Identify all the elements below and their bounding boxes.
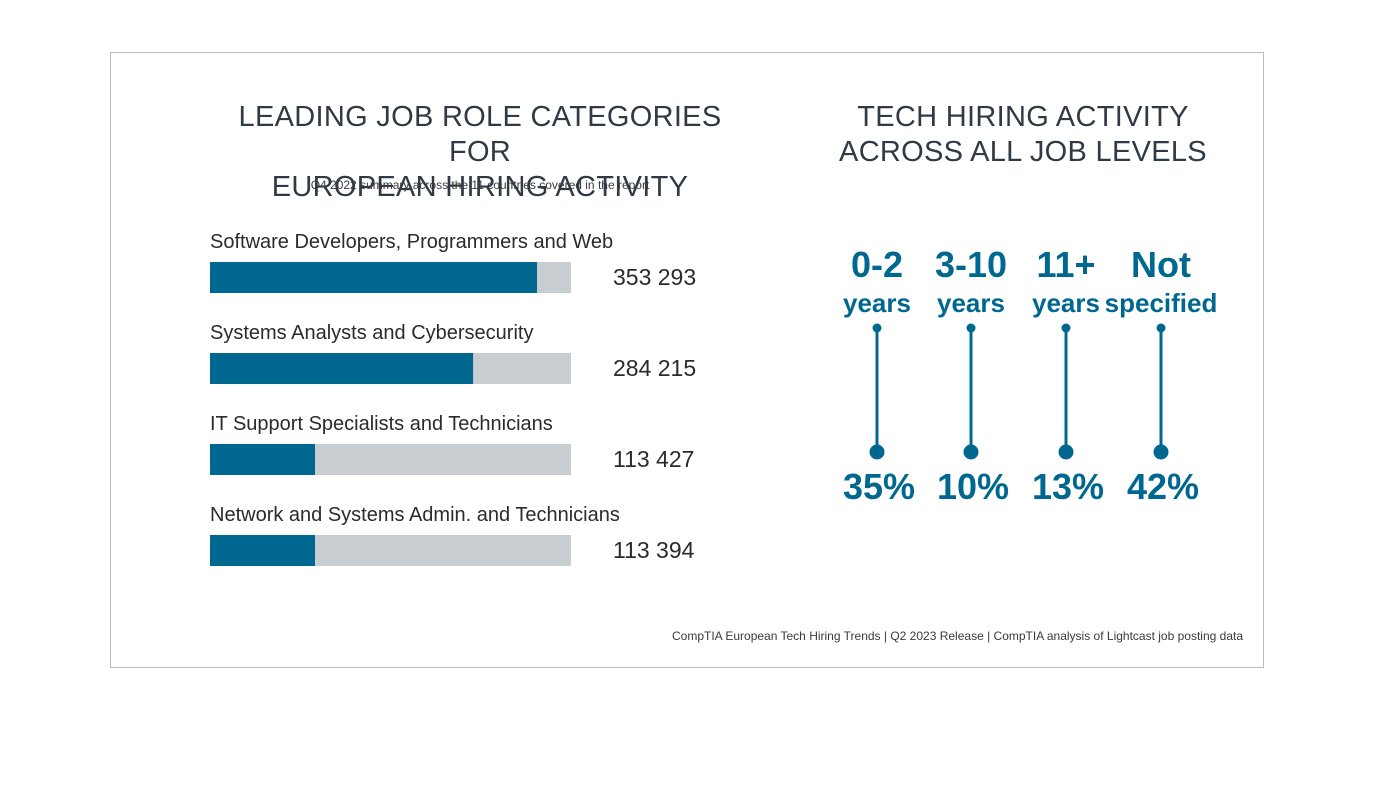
level-unit-label: years [1032,288,1100,318]
bar-category-label: Network and Systems Admin. and Technicia… [210,504,620,526]
bar-row: IT Support Specialists and Technicians 1… [210,413,730,493]
level-range-label: 0-2 [851,244,903,285]
bar-category-label: Software Developers, Programmers and Web [210,231,614,253]
bar-category-label: IT Support Specialists and Technicians [210,413,553,435]
bar-row: Systems Analysts and Cybersecurity 284 2… [210,322,730,402]
bar-category-label: Systems Analysts and Cybersecurity [210,322,534,344]
bar-value-label: 113 427 [613,446,695,472]
bar-value-label: 353 293 [613,264,697,290]
bar-track [210,535,571,566]
bar-row: Software Developers, Programmers and Web… [210,231,730,311]
bar-fill [210,353,474,384]
source-footer: CompTIA European Tech Hiring Trends | Q2… [672,629,1243,643]
job-levels-title-line1: TECH HIRING ACTIVITY [857,101,1189,133]
level-unit-label: years [937,288,1005,318]
level-stem-bottom-dot [963,444,979,460]
level-unit-label: years [843,288,911,318]
bar-chart-subtitle: Q4 2022 summary across the 11 countries … [310,178,650,192]
bar-chart-title: LEADING JOB ROLE CATEGORIES FOR EUROPEAN… [210,100,750,205]
bar-row: Network and Systems Admin. and Technicia… [210,504,730,584]
bar-fill [210,262,537,293]
level-percent-label: 10% [937,466,1009,507]
level-range-label: Not [1131,244,1191,285]
job-levels-title: TECH HIRING ACTIVITY ACROSS ALL JOB LEVE… [820,100,1226,170]
bar-track [210,262,571,293]
bar-fill [210,444,315,475]
level-range-label: 11+ [1036,244,1095,285]
level-stem-bottom-dot [1153,444,1169,460]
level-percent-label: 35% [843,466,915,507]
level-unit-label: specified [1105,288,1218,318]
bar-value-label: 113 394 [613,537,695,563]
bar-value-label: 284 215 [613,355,697,381]
level-percent-label: 42% [1127,466,1199,507]
level-stem-bottom-dot [1058,444,1074,460]
level-range-label: 3-10 [935,244,1007,285]
bar-track [210,353,571,384]
level-stem-bottom-dot [869,444,885,460]
bar-chart-title-line2: EUROPEAN HIRING ACTIVITY [271,171,689,203]
job-levels-chart: 0-2years35%3-10years10%11+years13%Notspe… [843,244,1218,507]
bar-chart-title-line1: LEADING JOB ROLE CATEGORIES FOR [238,101,722,168]
bar-track [210,444,571,475]
level-percent-label: 13% [1032,466,1104,507]
bar-fill [210,535,315,566]
job-levels-title-line2: ACROSS ALL JOB LEVELS [839,136,1207,168]
